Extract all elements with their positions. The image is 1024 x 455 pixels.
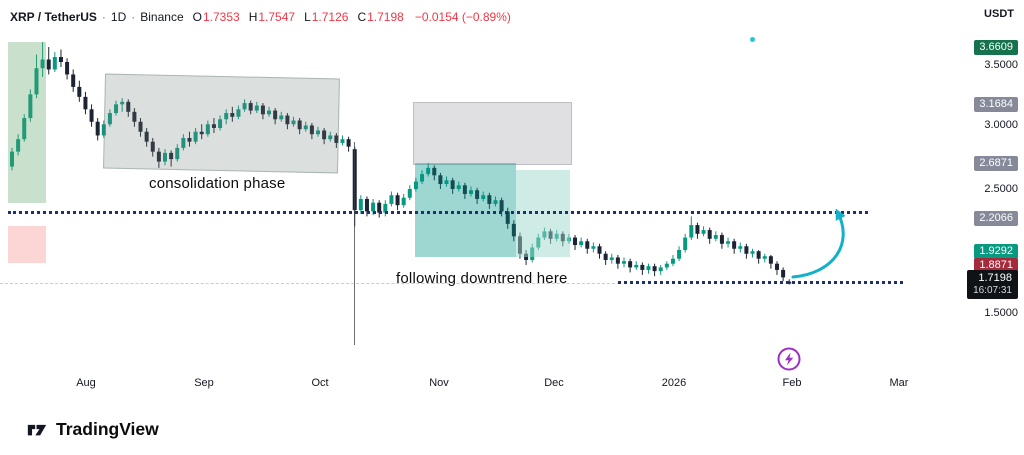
price-badge-resistance: 2.2066 — [974, 208, 1018, 226]
price-badge-stop: 1.8871 — [974, 255, 1018, 273]
vertical-line[interactable] — [354, 142, 355, 345]
open-value: 1.7353 — [202, 10, 240, 24]
annotation-downtrend[interactable]: following downtrend here — [396, 270, 568, 287]
consolidation-channel-box[interactable] — [103, 73, 340, 174]
teal-demand-box[interactable] — [415, 163, 516, 257]
time-axis-label: Sep — [194, 377, 214, 389]
price-axis[interactable]: USDT 3.6609 3.5000 3.1684 3.0000 2.6871 … — [938, 0, 1024, 455]
price-tick: 2.5000 — [984, 183, 1018, 195]
change-value: −0.0154 (−0.89%) — [414, 10, 511, 24]
last-price-badge: 1.7198 16:07:31 — [967, 270, 1018, 299]
price-tick: 3.5000 — [984, 59, 1018, 71]
legend-separator: · — [101, 10, 106, 24]
price-axis-label: 3.0000 — [984, 115, 1018, 133]
open-label: O — [192, 10, 202, 24]
gray-supply-box[interactable] — [413, 102, 572, 165]
price-badge-value: 3.1684 — [974, 97, 1018, 112]
lightning-marker[interactable] — [776, 346, 802, 372]
resistance-dotted-line[interactable] — [8, 211, 868, 214]
interval-label[interactable]: 1D — [110, 10, 127, 24]
tradingview-logo[interactable]: TradingView — [26, 418, 159, 440]
time-axis-label: Aug — [76, 377, 96, 389]
time-axis-label: Nov — [429, 377, 449, 389]
time-axis-label: Oct — [311, 377, 329, 389]
time-axis-label: 2026 — [661, 377, 687, 389]
current-price-line — [0, 283, 620, 284]
price-tick: 3.0000 — [984, 119, 1018, 131]
price-badge-zone-top: 3.1684 — [974, 94, 1018, 112]
left-green-zone[interactable] — [8, 42, 46, 203]
tradingview-brand-text: TradingView — [56, 418, 159, 439]
time-axis-label: Dec — [544, 377, 564, 389]
price-badge-entry: 1.9292 — [974, 241, 1018, 259]
symbol-name[interactable]: XRP / TetherUS — [10, 10, 97, 24]
cyan-dot — [750, 37, 755, 42]
price-badge-value: 1.8871 — [974, 258, 1018, 273]
exchange-label: Binance — [140, 10, 184, 24]
price-badge-zone-mid: 2.6871 — [974, 153, 1018, 171]
last-price-value: 1.7198 — [978, 272, 1012, 284]
countdown-timer: 16:07:31 — [973, 285, 1012, 296]
time-axis[interactable]: Aug Sep Oct Nov Dec 2026 Feb Mar — [0, 377, 940, 395]
price-axis-label: 2.5000 — [984, 179, 1018, 197]
support-dotted-line[interactable] — [618, 281, 903, 284]
annotation-consolidation[interactable]: consolidation phase — [149, 175, 286, 192]
close-value: 1.7198 — [367, 10, 404, 24]
low-label: L — [304, 10, 311, 24]
price-badge-value: 1.9292 — [974, 244, 1018, 259]
close-label: C — [357, 10, 367, 24]
tradingview-logo-icon — [27, 424, 47, 436]
symbol-legend[interactable]: XRP / TetherUS · 1D · Binance O1.7353 H1… — [10, 10, 511, 24]
time-axis-label: Mar — [889, 377, 909, 389]
price-badge-high: 3.6609 — [974, 37, 1018, 55]
price-axis-label: 3.5000 — [984, 55, 1018, 73]
price-axis-label: 1.5000 — [984, 303, 1018, 321]
time-axis-label: Feb — [782, 377, 802, 389]
legend-separator: · — [131, 10, 136, 24]
price-badge-value: 2.2066 — [974, 211, 1018, 226]
price-axis-currency: USDT — [984, 8, 1014, 20]
left-red-zone[interactable] — [8, 226, 46, 263]
high-value: 1.7547 — [258, 10, 296, 24]
price-badge-value: 2.6871 — [974, 156, 1018, 171]
high-label: H — [248, 10, 258, 24]
price-badge-value: 3.6609 — [974, 40, 1018, 55]
low-value: 1.7126 — [311, 10, 349, 24]
price-tick: 1.5000 — [984, 307, 1018, 319]
